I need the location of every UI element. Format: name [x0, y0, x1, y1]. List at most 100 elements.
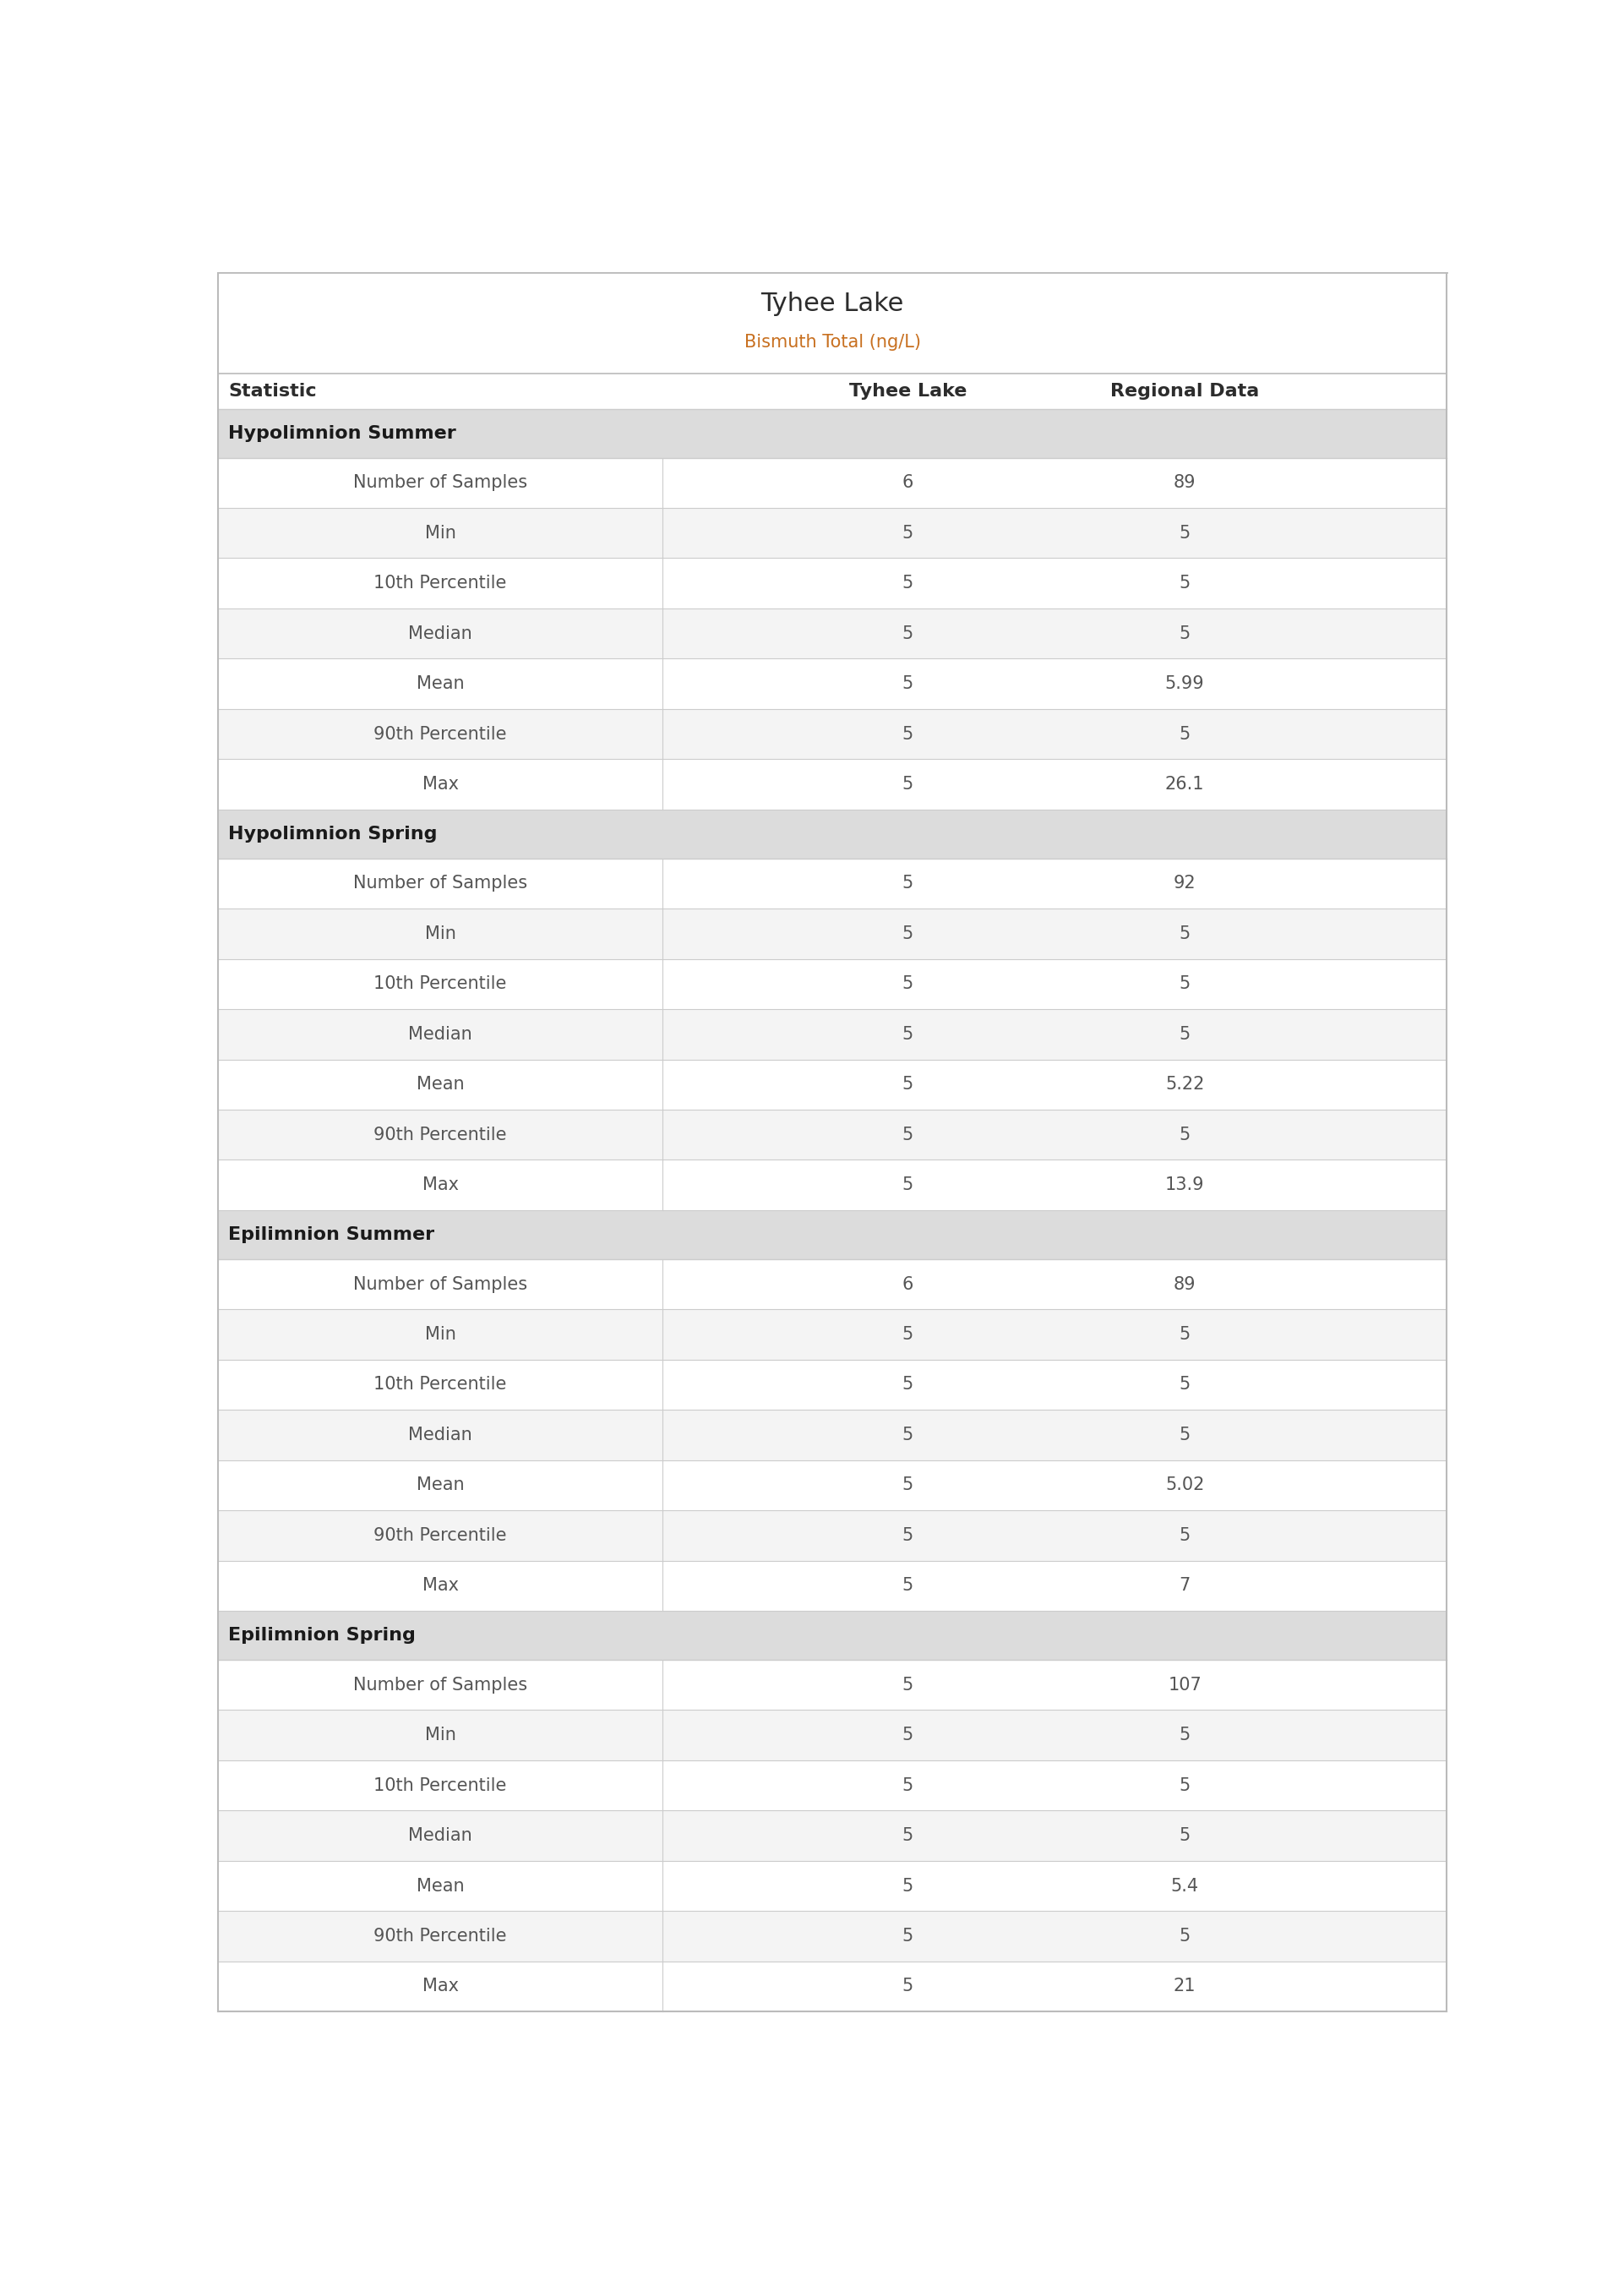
Bar	[218, 858, 1447, 908]
Text: Tyhee Lake: Tyhee Lake	[760, 291, 905, 316]
Bar	[218, 1110, 1447, 1160]
Text: 5: 5	[903, 1076, 913, 1092]
Text: 5: 5	[903, 1376, 913, 1394]
Text: Min: Min	[424, 1326, 456, 1344]
Text: 107: 107	[1168, 1678, 1202, 1693]
Text: 5: 5	[903, 1026, 913, 1042]
Text: 5: 5	[903, 1126, 913, 1144]
Bar	[218, 1709, 1447, 1759]
Text: Min: Min	[424, 926, 456, 942]
Text: 5: 5	[903, 874, 913, 892]
Text: 5: 5	[903, 624, 913, 642]
Text: 5: 5	[903, 1827, 913, 1843]
Bar	[218, 908, 1447, 958]
Text: 5: 5	[903, 1578, 913, 1594]
Text: Mean: Mean	[416, 1877, 464, 1895]
Text: Min: Min	[424, 1727, 456, 1743]
Text: 5: 5	[903, 726, 913, 742]
Text: Max: Max	[422, 1176, 458, 1194]
Text: 92: 92	[1174, 874, 1195, 892]
Text: Median: Median	[408, 1426, 473, 1444]
Text: 5: 5	[1179, 926, 1190, 942]
Text: 90th Percentile: 90th Percentile	[374, 1927, 507, 1945]
Text: 5: 5	[903, 676, 913, 692]
Text: 6: 6	[903, 1276, 913, 1292]
Text: 5: 5	[1179, 1126, 1190, 1144]
Bar	[218, 1160, 1447, 1210]
Text: 90th Percentile: 90th Percentile	[374, 726, 507, 742]
Bar	[218, 958, 1447, 1010]
Bar	[218, 1911, 1447, 1961]
Text: 7: 7	[1179, 1578, 1190, 1594]
Text: 5: 5	[903, 1977, 913, 1995]
Bar	[218, 758, 1447, 810]
Text: 89: 89	[1174, 474, 1195, 490]
Bar	[218, 508, 1447, 558]
Text: Epilimnion Spring: Epilimnion Spring	[227, 1628, 416, 1643]
Bar	[218, 1060, 1447, 1110]
Text: Min: Min	[424, 524, 456, 543]
Bar	[218, 1460, 1447, 1510]
Bar	[218, 1861, 1447, 1911]
Text: 5: 5	[903, 1678, 913, 1693]
Bar	[218, 1559, 1447, 1612]
Bar	[218, 1759, 1447, 1811]
Text: 5: 5	[903, 1877, 913, 1895]
Text: 5: 5	[1179, 574, 1190, 592]
Bar	[218, 1510, 1447, 1559]
Text: Max: Max	[422, 776, 458, 792]
Bar	[218, 1360, 1447, 1410]
Text: 5: 5	[1179, 524, 1190, 543]
Text: Mean: Mean	[416, 1478, 464, 1494]
Text: 89: 89	[1174, 1276, 1195, 1292]
Text: 5: 5	[1179, 1927, 1190, 1945]
Text: 5: 5	[1179, 1426, 1190, 1444]
Text: 5.02: 5.02	[1164, 1478, 1205, 1494]
Text: Tyhee Lake: Tyhee Lake	[849, 384, 966, 400]
Text: 5.99: 5.99	[1164, 676, 1205, 692]
Text: Median: Median	[408, 1026, 473, 1042]
Bar	[218, 1612, 1447, 1659]
Text: 5: 5	[903, 1727, 913, 1743]
Text: 5: 5	[903, 524, 913, 543]
Text: Number of Samples: Number of Samples	[352, 874, 528, 892]
Text: 5: 5	[1179, 976, 1190, 992]
Text: 5: 5	[903, 1927, 913, 1945]
Bar	[218, 1961, 1447, 2011]
Bar	[218, 608, 1447, 658]
Bar	[218, 1260, 1447, 1310]
Bar	[218, 1659, 1447, 1709]
Text: Max: Max	[422, 1578, 458, 1594]
Text: 5: 5	[903, 1326, 913, 1344]
Text: 5: 5	[903, 1426, 913, 1444]
Bar	[218, 658, 1447, 708]
Bar	[218, 810, 1447, 858]
Text: 10th Percentile: 10th Percentile	[374, 1376, 507, 1394]
Bar	[218, 1410, 1447, 1460]
Text: Number of Samples: Number of Samples	[352, 1276, 528, 1292]
Text: Bismuth Total (ng/L): Bismuth Total (ng/L)	[744, 334, 921, 352]
Text: Hypolimnion Spring: Hypolimnion Spring	[227, 826, 437, 842]
Text: 5.22: 5.22	[1164, 1076, 1205, 1092]
Text: 5: 5	[1179, 1376, 1190, 1394]
Text: 5: 5	[903, 976, 913, 992]
Text: Median: Median	[408, 1827, 473, 1843]
Text: 5.4: 5.4	[1171, 1877, 1199, 1895]
Bar	[218, 272, 1447, 375]
Text: 90th Percentile: 90th Percentile	[374, 1528, 507, 1544]
Bar	[218, 1811, 1447, 1861]
Text: 26.1: 26.1	[1164, 776, 1205, 792]
Bar	[218, 558, 1447, 608]
Text: 5: 5	[1179, 726, 1190, 742]
Text: 5: 5	[1179, 1026, 1190, 1042]
Text: 6: 6	[903, 474, 913, 490]
Text: 5: 5	[1179, 1777, 1190, 1793]
Text: 10th Percentile: 10th Percentile	[374, 574, 507, 592]
Text: 21: 21	[1174, 1977, 1195, 1995]
Text: 5: 5	[903, 1176, 913, 1194]
Text: Max: Max	[422, 1977, 458, 1995]
Text: Statistic: Statistic	[227, 384, 317, 400]
Bar	[218, 375, 1447, 409]
Text: Median: Median	[408, 624, 473, 642]
Bar	[218, 1010, 1447, 1060]
